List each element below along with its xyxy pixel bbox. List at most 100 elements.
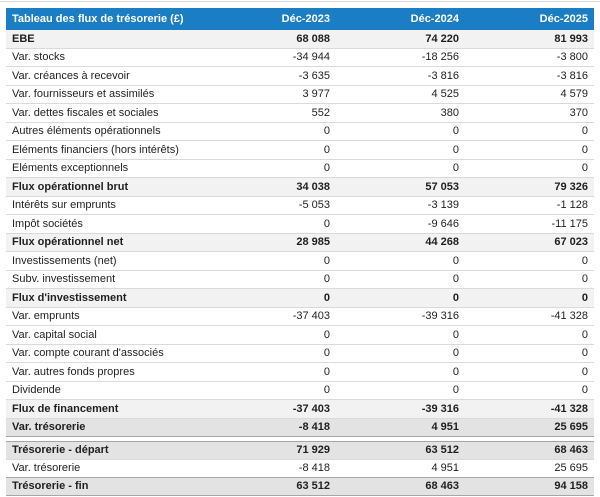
row-label: Var. compte courant d'associés — [12, 347, 164, 360]
cell-dec-2023: -34 944 — [292, 51, 330, 64]
cell-dec-2025: 68 463 — [554, 444, 588, 457]
row-label: Var. dettes fiscales et sociales — [12, 106, 159, 119]
table-row: Var. emprunts -37 403 -39 316 -41 328 — [6, 307, 594, 326]
row-label: Var. trésorerie — [12, 421, 86, 434]
cell-dec-2023: 0 — [323, 273, 330, 286]
cell-dec-2024: 0 — [452, 328, 459, 341]
cell-dec-2023: 68 088 — [296, 32, 330, 45]
table-row: Var. capital social 0 0 0 — [6, 326, 594, 345]
table-row: Trésorerie - fin 63 512 68 463 94 158 — [6, 477, 594, 496]
row-label: Eléments exceptionnels — [12, 162, 129, 175]
cell-dec-2025: -1 128 — [556, 199, 588, 212]
cell-dec-2024: 0 — [452, 291, 459, 304]
cell-dec-2025: 25 695 — [554, 421, 588, 434]
row-label: Subv. investissement — [12, 273, 116, 286]
table-row: Var. créances à recevoir -3 635 -3 816 -… — [6, 67, 594, 86]
cell-dec-2024: 4 951 — [431, 462, 459, 475]
cell-dec-2024: 63 512 — [425, 444, 459, 457]
row-label: Flux d'investissement — [12, 291, 127, 304]
cell-dec-2023: 0 — [323, 328, 330, 341]
table-row: Var. dettes fiscales et sociales 552 380… — [6, 104, 594, 123]
row-label: Trésorerie - fin — [12, 480, 89, 493]
row-label: Flux opérationnel brut — [12, 180, 129, 193]
cell-dec-2025: 0 — [581, 254, 588, 267]
table-row: Autres éléments opérationnels 0 0 0 — [6, 122, 594, 141]
cell-dec-2025: -3 816 — [556, 69, 588, 82]
cell-dec-2024: -39 316 — [421, 402, 459, 415]
cell-dec-2025: -3 800 — [556, 51, 588, 64]
row-label: Impôt sociétés — [12, 217, 83, 230]
cell-dec-2024: 0 — [452, 347, 459, 360]
row-label: Trésorerie - départ — [12, 444, 109, 457]
cell-dec-2025: 79 326 — [554, 180, 588, 193]
cell-dec-2024: -9 646 — [427, 217, 459, 230]
cell-dec-2023: -5 053 — [298, 199, 330, 212]
cell-dec-2023: -8 418 — [298, 421, 330, 434]
table-row: Var. trésorerie -8 418 4 951 25 695 — [6, 459, 594, 478]
row-label: Investissements (net) — [12, 254, 117, 267]
cell-dec-2025: 0 — [581, 291, 588, 304]
table-body: EBE 68 088 74 220 81 993 Var. stocks -34… — [6, 30, 594, 496]
cell-dec-2025: 0 — [581, 347, 588, 360]
row-label: Var. créances à recevoir — [12, 69, 130, 82]
table-row: EBE 68 088 74 220 81 993 — [6, 30, 594, 49]
cell-dec-2023: 0 — [323, 254, 330, 267]
table-row: Var. autres fonds propres 0 0 0 — [6, 363, 594, 382]
cell-dec-2023: 0 — [323, 365, 330, 378]
cell-dec-2024: -18 256 — [421, 51, 459, 64]
cell-dec-2025: 0 — [581, 384, 588, 397]
cell-dec-2025: 370 — [569, 106, 588, 119]
row-label: Autres éléments opérationnels — [12, 125, 161, 138]
row-label: Var. fournisseurs et assimilés — [12, 88, 155, 101]
table-row: Trésorerie - départ 71 929 63 512 68 463 — [6, 441, 594, 460]
cell-dec-2025: 0 — [581, 162, 588, 175]
cell-dec-2023: 0 — [323, 347, 330, 360]
cell-dec-2024: -3 816 — [427, 69, 459, 82]
table-row: Flux opérationnel net 28 985 44 268 67 0… — [6, 233, 594, 252]
cell-dec-2023: 63 512 — [296, 480, 330, 493]
table-row: Flux d'investissement 0 0 0 — [6, 289, 594, 308]
column-header-dec-2025: Déc-2025 — [539, 13, 588, 25]
cell-dec-2025: -11 175 — [551, 217, 589, 230]
row-label: Var. stocks — [12, 51, 65, 64]
cell-dec-2024: 0 — [452, 125, 459, 138]
cell-dec-2025: -41 328 — [550, 310, 588, 323]
cell-dec-2025: 0 — [581, 365, 588, 378]
cell-dec-2025: 25 695 — [554, 462, 588, 475]
cell-dec-2025: -41 328 — [550, 402, 588, 415]
row-label: Flux opérationnel net — [12, 236, 124, 249]
table-row: Flux de financement -37 403 -39 316 -41 … — [6, 400, 594, 419]
cell-dec-2024: 0 — [452, 254, 459, 267]
row-label: Var. trésorerie — [12, 462, 81, 475]
row-label: Intérêts sur emprunts — [12, 199, 116, 212]
cell-dec-2023: 71 929 — [296, 444, 330, 457]
row-label: EBE — [12, 32, 35, 45]
cell-dec-2023: -8 418 — [298, 462, 330, 475]
row-label: Var. autres fonds propres — [12, 365, 135, 378]
table-title: Tableau des flux de trésorerie (£) — [12, 13, 184, 25]
table-row: Eléments financiers (hors intérêts) 0 0 … — [6, 141, 594, 160]
cell-dec-2025: 67 023 — [554, 236, 588, 249]
table-row: Impôt sociétés 0 -9 646 -11 175 — [6, 215, 594, 234]
cell-dec-2023: 28 985 — [296, 236, 330, 249]
cell-dec-2023: 0 — [323, 217, 330, 230]
table-row: Eléments exceptionnels 0 0 0 — [6, 159, 594, 178]
column-header-dec-2024: Déc-2024 — [410, 13, 459, 25]
cell-dec-2024: 0 — [452, 384, 459, 397]
table-row: Intérêts sur emprunts -5 053 -3 139 -1 1… — [6, 196, 594, 215]
cell-dec-2025: 81 993 — [554, 32, 588, 45]
cell-dec-2024: -3 139 — [427, 199, 459, 212]
cell-dec-2023: -37 403 — [292, 402, 330, 415]
cell-dec-2023: 0 — [323, 125, 330, 138]
cell-dec-2024: 0 — [452, 143, 459, 156]
cell-dec-2024: 0 — [452, 273, 459, 286]
table-row: Var. trésorerie -8 418 4 951 25 695 — [6, 418, 594, 437]
table-row: Investissements (net) 0 0 0 — [6, 252, 594, 271]
row-label: Eléments financiers (hors intérêts) — [12, 143, 179, 156]
cell-dec-2025: 0 — [581, 328, 588, 341]
row-label: Var. capital social — [12, 328, 97, 341]
row-label: Var. emprunts — [12, 310, 80, 323]
cell-dec-2023: 3 977 — [302, 88, 330, 101]
cell-dec-2023: 0 — [323, 143, 330, 156]
cell-dec-2024: 74 220 — [425, 32, 459, 45]
